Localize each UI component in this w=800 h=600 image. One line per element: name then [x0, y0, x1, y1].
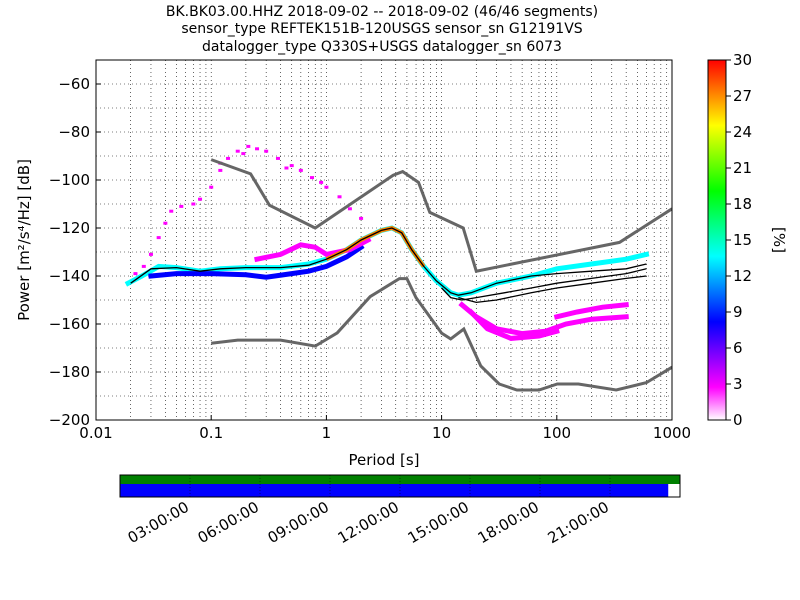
- density-point: [198, 197, 203, 201]
- colorbar-tick-label: 12: [733, 267, 752, 285]
- x-tick-label: 1: [322, 424, 332, 442]
- x-tick-label: 100: [542, 424, 571, 442]
- density-point: [255, 147, 260, 151]
- plot-frame: [95, 59, 673, 421]
- plot-area: 0.01 0.1 1 10 100 1000 −60 −80 −100 −120 −140 −160…: [49, 59, 691, 442]
- density-point: [264, 149, 269, 153]
- y-tick-label: −200: [49, 411, 90, 429]
- colorbar-tick-label: 0: [733, 411, 743, 429]
- colorbar-ticks: 0 3 6 9 12 15 18 21 24 27 30: [726, 51, 752, 429]
- y-tick-label: −80: [58, 123, 90, 141]
- colorbar-tick-label: 24: [733, 123, 752, 141]
- density-point: [191, 202, 196, 206]
- colorbar-tick-label: 21: [733, 159, 752, 177]
- x-tick-label: 0.1: [199, 424, 223, 442]
- y-tick-label: −60: [58, 75, 90, 93]
- noise-models: [210, 158, 672, 392]
- colorbar-tick-label: 18: [733, 195, 752, 213]
- coverage-segments-bar: [120, 475, 680, 484]
- x-tick-label: 10: [432, 424, 451, 442]
- title-line-1: BK.BK03.00.HHZ 2018-09-02 -- 2018-09-02 …: [166, 4, 598, 20]
- density-point: [289, 164, 294, 168]
- y-tick-label: −160: [49, 315, 90, 333]
- y-tick-label: −120: [49, 219, 90, 237]
- density-point: [163, 221, 168, 225]
- colorbar-tick-label: 27: [733, 87, 752, 105]
- y-tick-label: −140: [49, 267, 90, 285]
- density-point: [218, 168, 223, 172]
- coverage-tick-label: 12:00:00: [335, 498, 402, 547]
- density-point: [209, 185, 214, 189]
- density-point: [275, 156, 280, 160]
- colorbar-gradient: [707, 59, 727, 421]
- time-coverage: 03:00:00 06:00:00 09:00:00 12:00:00 15:00:00…: [119, 474, 681, 547]
- grid: [95, 60, 672, 420]
- density-point: [235, 149, 240, 153]
- statistic-line: [130, 227, 647, 296]
- density-point: [319, 180, 324, 184]
- x-axis-label: Period [s]: [348, 451, 419, 469]
- x-ticks: 0.01 0.1 1 10 100 1000: [79, 415, 691, 442]
- y-tick-label: −100: [49, 171, 90, 189]
- coverage-tick-label: 03:00:00: [125, 498, 192, 547]
- density-point: [179, 204, 184, 208]
- coverage-tick-label: 18:00:00: [475, 498, 542, 547]
- density-point: [246, 144, 251, 148]
- density-band: [553, 302, 629, 320]
- colorbar: 0 3 6 9 12 15 18 21 24 27 30 [%]: [707, 51, 788, 429]
- density-point: [359, 216, 364, 220]
- x-tick-label: 0.01: [79, 424, 112, 442]
- density-point: [284, 166, 289, 170]
- density-point: [169, 209, 174, 213]
- title-line-3: datalogger_type Q330S+USGS datalogger_sn…: [202, 39, 562, 55]
- y-axis-label: Power [m²/s⁴/Hz] [dB]: [15, 159, 33, 321]
- density-data: [124, 144, 650, 341]
- density-point: [298, 168, 303, 172]
- statistic-line: [441, 268, 647, 301]
- density-point: [310, 176, 315, 180]
- density-point: [148, 252, 153, 256]
- coverage-tick-label: 21:00:00: [545, 498, 612, 547]
- colorbar-tick-label: 6: [733, 339, 743, 357]
- title-line-2: sensor_type REFTEK151B-120USGS sensor_sn…: [181, 21, 582, 37]
- colorbar-tick-label: 3: [733, 375, 743, 393]
- density-point: [241, 152, 246, 156]
- y-ticks: −60 −80 −100 −120 −140 −160 −180 −200: [49, 75, 101, 429]
- statistic-lines: [130, 227, 647, 304]
- density-point: [141, 264, 146, 268]
- noise-model-low: [211, 277, 672, 392]
- coverage-tick-label: 09:00:00: [265, 498, 332, 547]
- density-point: [347, 207, 352, 211]
- colorbar-tick-label: 30: [733, 51, 752, 69]
- coverage-tick-label: 06:00:00: [195, 498, 262, 547]
- colorbar-label: [%]: [770, 227, 788, 253]
- density-point: [324, 185, 329, 189]
- density-band: [148, 243, 365, 280]
- density-point: [133, 272, 138, 276]
- colorbar-tick-label: 9: [733, 303, 743, 321]
- density-point: [156, 236, 161, 240]
- density-band: [467, 308, 560, 341]
- statistic-line: [458, 275, 647, 304]
- density-point: [337, 195, 342, 199]
- y-tick-label: −180: [49, 363, 90, 381]
- noise-model-high: [210, 158, 672, 273]
- coverage-data-bar: [120, 484, 669, 497]
- x-tick-label: 1000: [653, 424, 691, 442]
- colorbar-tick-label: 15: [733, 231, 752, 249]
- coverage-tick-label: 15:00:00: [405, 498, 472, 547]
- density-point: [226, 156, 231, 160]
